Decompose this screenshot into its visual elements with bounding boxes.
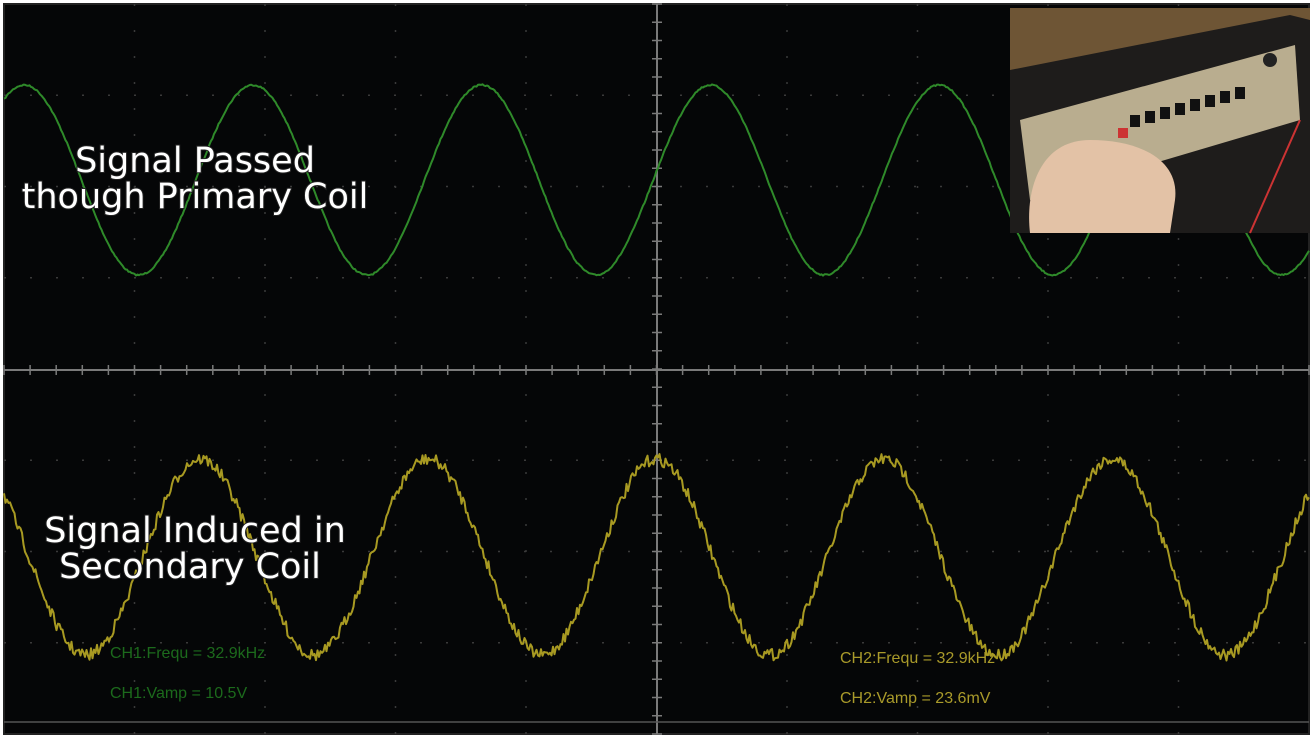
ch2-frequency: CH2:Frequ = 32.9kHz (840, 650, 995, 667)
ch2-amplitude: CH2:Vamp = 23.6mV (840, 690, 991, 707)
caption-line: though Primary Coil (22, 177, 369, 217)
ch1-frequency: CH1:Frequ = 32.9kHz (110, 645, 265, 662)
ch1-amplitude: CH1:Vamp = 10.5V (110, 685, 247, 702)
oscilloscope-frame: Signal Passed though Primary Coil Signal… (0, 0, 1313, 738)
caption-line: Signal Passed (75, 141, 315, 181)
caption-line: Signal Induced in (44, 511, 346, 551)
bottom-caption: Signal Induced in Secondary Coil (44, 511, 346, 587)
caption-line: Secondary Coil (59, 547, 321, 587)
inset-photo (1010, 8, 1310, 233)
red-button (1118, 128, 1128, 138)
jack (1263, 53, 1277, 67)
